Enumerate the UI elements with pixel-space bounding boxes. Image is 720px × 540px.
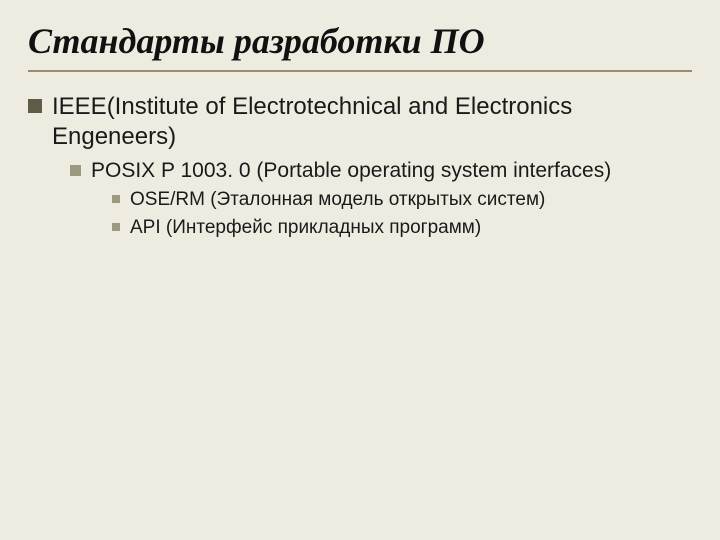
title-underline: [28, 70, 692, 72]
square-bullet-icon: [112, 195, 120, 203]
bullet-level-3: API (Интерфейс прикладных программ): [112, 216, 692, 240]
bullet-level-3: OSE/RM (Эталонная модель открытых систем…: [112, 188, 692, 212]
square-bullet-icon: [70, 165, 81, 176]
lvl2-text: POSIX P 1003. 0 (Portable operating syst…: [91, 158, 611, 184]
slide-title: Стандарты разработки ПО: [28, 22, 692, 62]
lvl1-text: IEEE(Institute of Electrotechnical and E…: [52, 92, 692, 152]
square-bullet-icon: [28, 99, 42, 113]
lvl3b-text: API (Интерфейс прикладных программ): [130, 216, 481, 240]
bullet-level-2: POSIX P 1003. 0 (Portable operating syst…: [70, 158, 692, 184]
square-bullet-icon: [112, 223, 120, 231]
bullet-level-1: IEEE(Institute of Electrotechnical and E…: [28, 92, 692, 152]
lvl3a-text: OSE/RM (Эталонная модель открытых систем…: [130, 188, 545, 212]
slide: Стандарты разработки ПО IEEE(Institute o…: [0, 0, 720, 540]
